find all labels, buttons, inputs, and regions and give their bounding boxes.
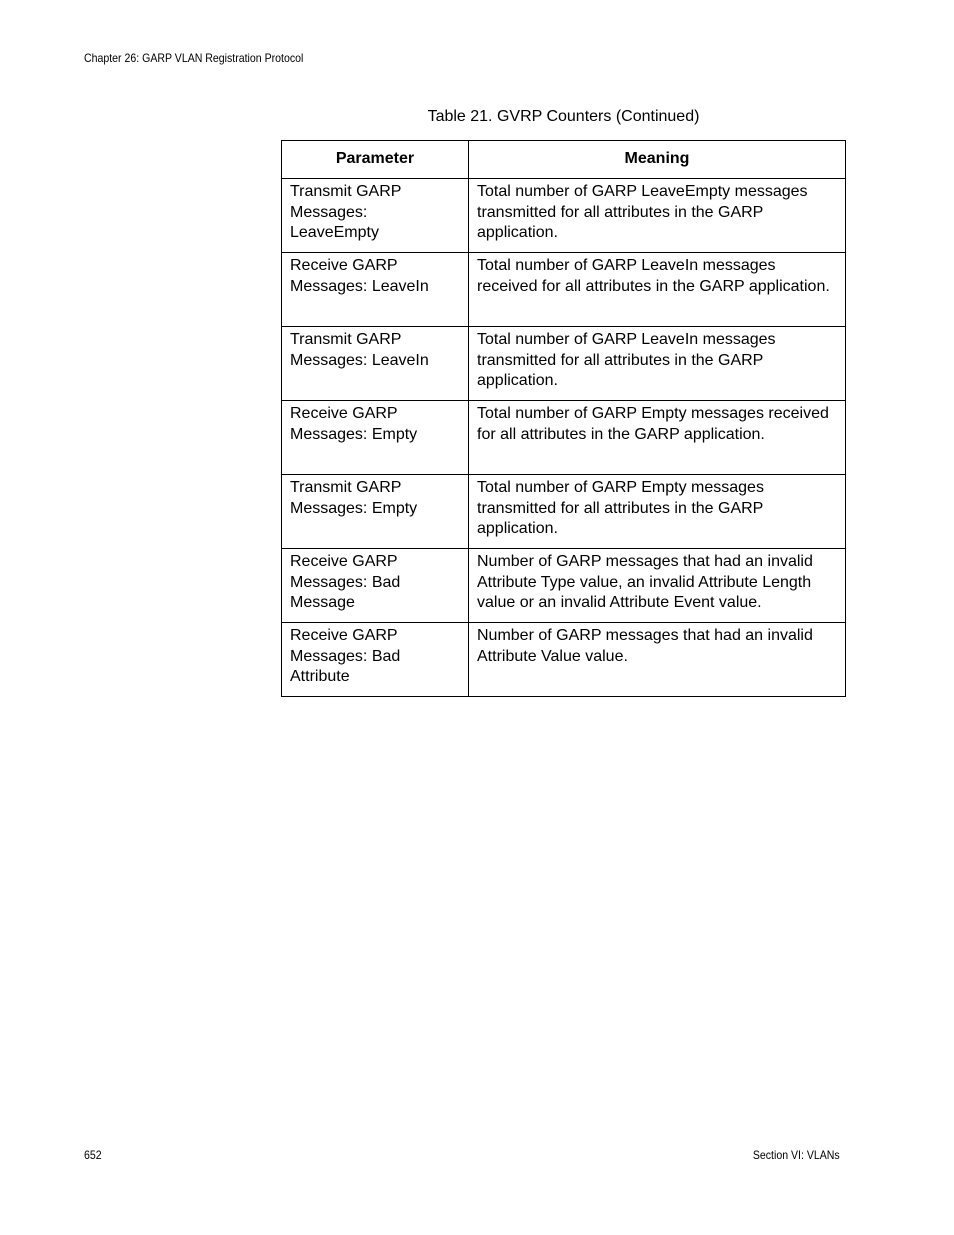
parameter-cell: Receive GARP Messages: Bad Attribute — [281, 622, 469, 697]
table-row: Transmit GARP Messages: Empty Total numbe… — [281, 474, 846, 549]
meaning-cell: Total number of GARP LeaveEmpty messages… — [468, 178, 846, 253]
column-header-meaning: Meaning — [468, 140, 846, 179]
parameter-cell: Receive GARP Messages: Bad Message — [281, 548, 469, 623]
table-row: Receive GARP Messages: Bad Attribute Numb… — [281, 622, 846, 697]
meaning-cell: Total number of GARP Empty messages rece… — [468, 400, 846, 475]
table-row: Transmit GARP Messages: LeaveIn Total num… — [281, 326, 846, 401]
table-row: Receive GARP Messages: Bad Message Number… — [281, 548, 846, 623]
running-header: Chapter 26: GARP VLAN Registration Proto… — [84, 51, 304, 65]
meaning-cell: Total number of GARP LeaveIn messages tr… — [468, 326, 846, 401]
gvrp-counters-table: Parameter Meaning Transmit GARP Messages… — [281, 140, 846, 697]
table-row: Transmit GARP Messages: LeaveEmpty Total … — [281, 178, 846, 253]
table-caption: Table 21. GVRP Counters (Continued) — [427, 108, 700, 125]
column-header-parameter: Parameter — [281, 140, 469, 179]
parameter-cell: Receive GARP Messages: LeaveIn — [281, 252, 469, 327]
meaning-cell: Total number of GARP LeaveIn messages re… — [468, 252, 846, 327]
parameter-cell: Receive GARP Messages: Empty — [281, 400, 469, 475]
table-row: Receive GARP Messages: Empty Total number… — [281, 400, 846, 475]
meaning-cell: Number of GARP messages that had an inva… — [468, 548, 846, 623]
meaning-cell: Number of GARP messages that had an inva… — [468, 622, 846, 697]
section-footer: Section VI: VLANs — [753, 1148, 840, 1162]
parameter-cell: Transmit GARP Messages: LeaveIn — [281, 326, 469, 401]
parameter-cell: Transmit GARP Messages: LeaveEmpty — [281, 178, 469, 253]
table-row: Receive GARP Messages: LeaveIn Total numb… — [281, 252, 846, 327]
parameter-cell: Transmit GARP Messages: Empty — [281, 474, 469, 549]
page-number: 652 — [84, 1148, 102, 1162]
table-header-row: Parameter Meaning — [281, 140, 846, 179]
meaning-cell: Total number of GARP Empty messages tran… — [468, 474, 846, 549]
